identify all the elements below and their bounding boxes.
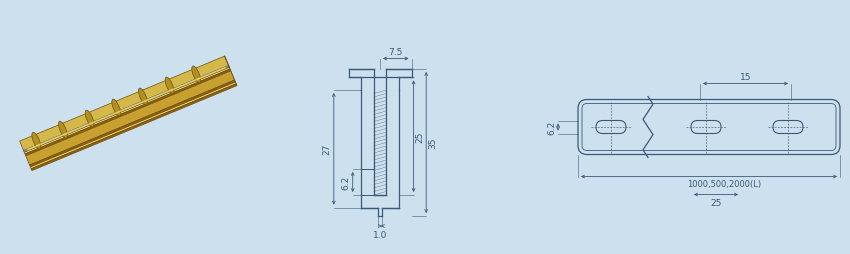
Text: 25: 25: [711, 198, 722, 207]
Polygon shape: [24, 66, 230, 153]
FancyBboxPatch shape: [582, 104, 836, 151]
Text: 1.0: 1.0: [373, 230, 388, 239]
FancyBboxPatch shape: [773, 121, 803, 134]
Polygon shape: [25, 68, 230, 154]
Ellipse shape: [59, 122, 67, 138]
Ellipse shape: [85, 111, 94, 128]
Ellipse shape: [112, 100, 121, 116]
Polygon shape: [31, 84, 237, 171]
Polygon shape: [31, 83, 236, 169]
Text: 25: 25: [416, 131, 425, 142]
Ellipse shape: [165, 78, 174, 94]
Ellipse shape: [192, 67, 201, 83]
Polygon shape: [26, 72, 235, 165]
Text: 1000,500,2000(L): 1000,500,2000(L): [687, 180, 761, 189]
Text: 27: 27: [323, 144, 332, 155]
Text: 6.2: 6.2: [547, 120, 556, 135]
Polygon shape: [20, 57, 230, 153]
FancyBboxPatch shape: [578, 100, 840, 155]
Text: 7.5: 7.5: [388, 47, 403, 56]
Polygon shape: [30, 81, 235, 167]
Polygon shape: [25, 70, 230, 156]
Ellipse shape: [31, 133, 41, 149]
Ellipse shape: [139, 89, 147, 105]
Text: 15: 15: [740, 72, 751, 81]
Text: 35: 35: [428, 137, 437, 149]
FancyBboxPatch shape: [596, 121, 626, 134]
FancyBboxPatch shape: [691, 121, 721, 134]
Text: 6.2: 6.2: [342, 175, 351, 189]
